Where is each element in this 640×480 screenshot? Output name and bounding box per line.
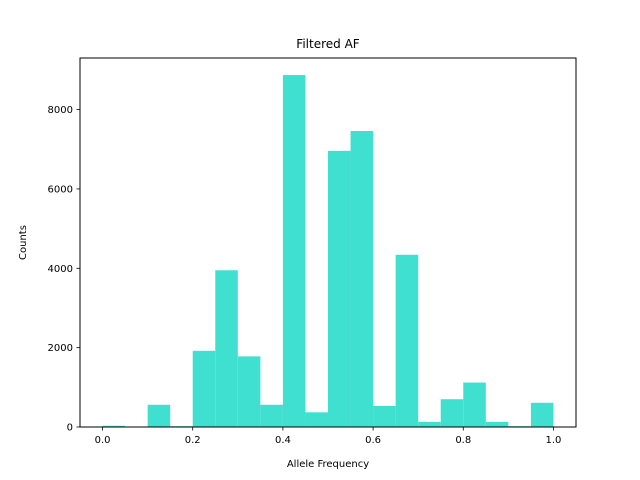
histogram-bar [373, 405, 396, 427]
y-axis-ticks: 0 2000 4000 6000 8000 [48, 105, 80, 434]
x-tick-label: 0.2 [185, 435, 201, 446]
y-axis-label: Counts [18, 225, 29, 260]
plot-frame [79, 57, 577, 428]
x-tick-label: 0.4 [275, 435, 291, 446]
histogram-bar [328, 150, 351, 427]
x-tick-label: 0.0 [95, 435, 111, 446]
histogram-bar [305, 412, 328, 427]
histogram-bar [530, 402, 554, 427]
chart-title: Filtered AF [296, 37, 359, 51]
histogram-bar [192, 350, 216, 427]
y-tick-label: 6000 [48, 184, 73, 195]
x-axis-ticks: 0.0 0.2 0.4 0.6 0.8 1.0 [95, 427, 562, 446]
y-tick-label: 2000 [48, 343, 73, 354]
y-tick-label: 0 [67, 423, 73, 434]
x-tick-label: 0.8 [455, 435, 471, 446]
histogram-bar [282, 75, 306, 428]
histogram-bar [350, 131, 374, 427]
y-tick-label: 4000 [48, 264, 73, 275]
histogram-bar [485, 421, 509, 427]
histogram-bar [418, 421, 441, 427]
histogram-bar [260, 404, 283, 427]
y-tick-label: 8000 [48, 105, 73, 116]
histogram-bar [147, 404, 171, 427]
bars-group [102, 75, 554, 428]
x-axis-label: Allele Frequency [287, 459, 369, 470]
histogram-bar [102, 425, 126, 427]
histogram-bar [395, 254, 419, 427]
histogram-bar [440, 399, 464, 427]
histogram-bar [237, 356, 261, 427]
x-tick-label: 0.6 [365, 435, 381, 446]
histogram-bar [463, 382, 486, 427]
x-tick-label: 1.0 [546, 435, 562, 446]
histogram-bar [215, 270, 238, 427]
